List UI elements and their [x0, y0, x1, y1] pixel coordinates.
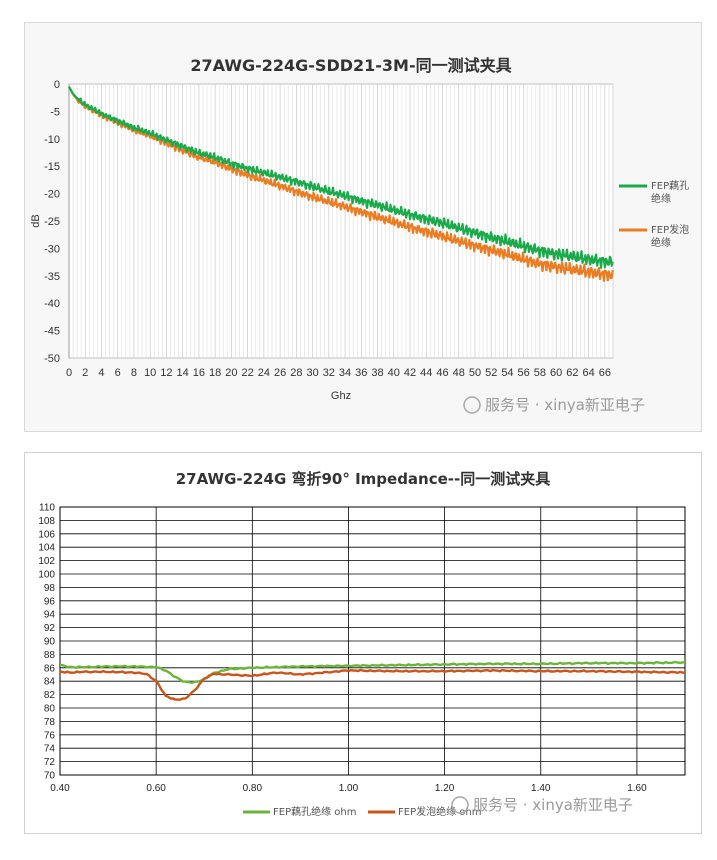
y-tick-label: -35	[44, 271, 60, 283]
x-tick-label: 10	[144, 367, 156, 379]
series-line-green	[68, 86, 614, 269]
x-tick-label: 36	[355, 367, 367, 379]
x-tick-label: 58	[534, 367, 546, 379]
chart-title: 27AWG-224G 弯折90° Impedance--同一测试夹具	[176, 470, 551, 488]
x-tick-label: 64	[583, 367, 595, 379]
sdd21-chart: 27AWG-224G-SDD21-3M-同一测试夹具 0 -5 -10 -15 -20 -2…	[30, 56, 689, 414]
y-tick-label: 0	[54, 79, 60, 91]
watermark: 服务号 · xinya新亚电子	[451, 796, 633, 814]
x-tick-label: 32	[323, 367, 335, 379]
y-tick-label: -25	[44, 216, 60, 228]
y-tick-label: -50	[44, 353, 60, 365]
series-line-orange	[59, 668, 686, 701]
x-tick-label: 34	[339, 367, 351, 379]
x-tick-label: 50	[469, 367, 481, 379]
y-tick-label: -10	[44, 134, 60, 146]
x-tick-label: 6	[115, 367, 121, 379]
legend-label: FEP藕孔绝缘 ohm	[273, 805, 356, 818]
x-tick-label: 16	[193, 367, 205, 379]
x-tick-label: 0.40	[50, 783, 70, 794]
y-tick-label: 78	[44, 717, 56, 728]
y-tick-label: 106	[38, 529, 55, 540]
x-tick-label: 1.60	[627, 783, 647, 794]
x-tick-label: 28	[290, 367, 302, 379]
x-tick-label: 46	[436, 367, 448, 379]
legend-label: FEP藕孔绝缘	[651, 180, 689, 205]
x-tick-label: 30	[306, 367, 318, 379]
x-tick-label: 1.20	[435, 783, 455, 794]
y-axis-label: dB	[30, 214, 42, 227]
y-tick-label: -40	[44, 298, 60, 310]
x-tick-label: 0.80	[243, 783, 263, 794]
impedance-chart-panel: 27AWG-224G 弯折90° Impedance--同一测试夹具 110 108…	[24, 452, 702, 834]
legend-label: FEP发泡绝缘	[651, 223, 689, 249]
x-tick-label: 48	[453, 367, 465, 379]
x-tick-label: 0	[66, 367, 72, 379]
chart-title: 27AWG-224G-SDD21-3M-同一测试夹具	[190, 56, 511, 75]
series-line-orange	[68, 86, 614, 282]
y-tick-label: 94	[44, 610, 56, 621]
x-tick-label: 56	[518, 367, 530, 379]
x-tick-label: 60	[550, 367, 562, 379]
x-tick-label: 26	[274, 367, 286, 379]
y-tick-label: 88	[44, 650, 56, 661]
x-tick-label: 0.60	[146, 783, 166, 794]
y-tick-label: 102	[38, 556, 55, 567]
y-tick-label: 84	[44, 677, 56, 688]
y-tick-label: 72	[44, 757, 56, 768]
y-tick-label: -15	[44, 161, 60, 173]
legend-label: FEP发泡绝缘 ohm	[398, 805, 481, 818]
x-tick-label: 14	[177, 367, 189, 379]
impedance-chart: 27AWG-224G 弯折90° Impedance--同一测试夹具 110 108…	[38, 470, 686, 818]
x-tick-label: 24	[258, 367, 270, 379]
x-tick-label: 18	[209, 367, 221, 379]
y-tick-label: 82	[44, 690, 56, 701]
series-line-green	[60, 660, 685, 684]
x-tick-label: 38	[371, 367, 383, 379]
y-tick-label: -30	[44, 243, 60, 255]
x-tick-label: 4	[98, 367, 104, 379]
x-tick-label: 54	[501, 367, 513, 379]
x-tick-label: 12	[160, 367, 172, 379]
x-axis-label: Ghz	[331, 390, 351, 402]
y-tick-label: 70	[44, 771, 56, 782]
watermark: 服务号 · xinya新亚电子	[463, 396, 645, 414]
y-tick-label: 86	[44, 663, 56, 674]
y-tick-label: 90	[44, 637, 56, 648]
x-tick-label: 2	[82, 367, 88, 379]
y-tick-label: 96	[44, 596, 56, 607]
y-tick-label: 108	[38, 516, 55, 527]
y-tick-label: -45	[44, 326, 60, 338]
x-tick-label: 20	[225, 367, 237, 379]
x-tick-label: 44	[420, 367, 432, 379]
x-tick-label: 52	[485, 367, 497, 379]
watermark-text: 服务号 · xinya新亚电子	[485, 396, 645, 414]
y-tick-label: 92	[44, 623, 56, 634]
y-tick-label: 104	[38, 543, 55, 554]
wechat-icon	[463, 396, 481, 414]
x-tick-label: 22	[242, 367, 254, 379]
x-tick-label: 62	[566, 367, 578, 379]
y-tick-label: 98	[44, 583, 56, 594]
y-tick-label: 80	[44, 704, 56, 715]
wechat-icon	[451, 796, 469, 814]
watermark-text: 服务号 · xinya新亚电子	[473, 796, 633, 814]
x-tick-label: 42	[404, 367, 416, 379]
x-tick-label: 1.40	[531, 783, 551, 794]
x-tick-label: 40	[388, 367, 400, 379]
x-tick-label: 66	[599, 367, 611, 379]
y-tick-label: 76	[44, 730, 56, 741]
x-tick-label: 1.00	[339, 783, 359, 794]
sdd21-chart-panel: 27AWG-224G-SDD21-3M-同一测试夹具 0 -5 -10 -15 -20 -2…	[24, 22, 702, 432]
y-tick-label: 110	[39, 503, 55, 514]
x-tick-label: 8	[131, 367, 137, 379]
y-tick-label: -20	[44, 189, 60, 201]
y-tick-label: -5	[50, 106, 60, 118]
y-tick-label: 74	[44, 744, 56, 755]
y-tick-label: 100	[38, 570, 55, 581]
